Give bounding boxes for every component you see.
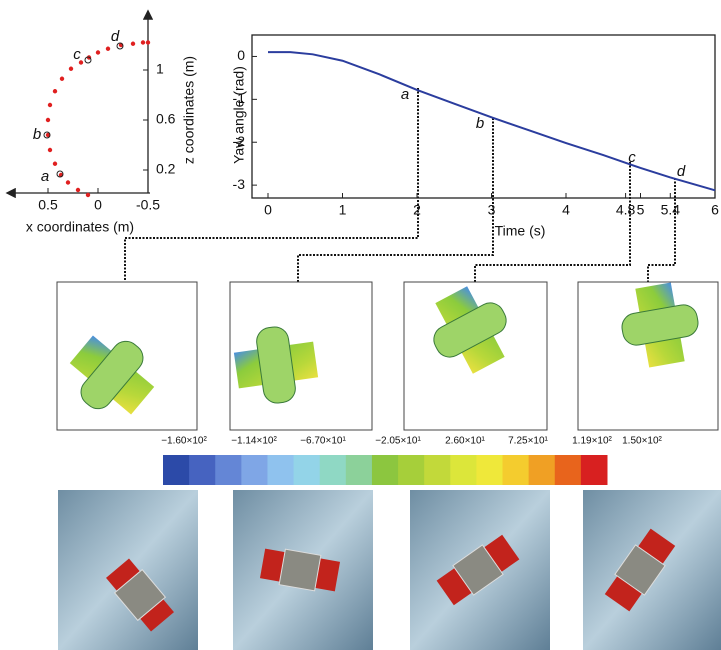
point: [48, 148, 52, 152]
x-tick-label: 0: [94, 197, 102, 213]
x-tick-label: 1: [339, 202, 347, 218]
annotation: d: [111, 28, 120, 45]
colorbar-swatch: [267, 455, 294, 485]
colorbar-label: −1.60×10²: [161, 436, 207, 447]
colorbar-swatch: [424, 455, 451, 485]
x-tick-label: 4: [562, 202, 570, 218]
x-tick-label: 5.4: [661, 202, 681, 218]
point: [76, 188, 80, 192]
connectors: [125, 88, 675, 282]
x-axis-label: Time (s): [495, 223, 546, 239]
annotation: b: [33, 126, 41, 143]
colorbar-swatch: [163, 455, 190, 485]
y-axis-label: Yaw angle (rad): [231, 66, 247, 164]
point: [146, 40, 150, 44]
y-tick-label: 0: [237, 47, 245, 63]
annotation: a: [41, 168, 49, 185]
colorbar-label: 2.60×10¹: [445, 436, 485, 447]
connector: [298, 118, 493, 282]
colorbar-swatch: [450, 455, 477, 485]
line: [268, 52, 715, 190]
y-tick-label: 0.6: [156, 111, 176, 127]
point: [60, 77, 64, 81]
x-tick-label: 3: [488, 202, 496, 218]
colorbar-swatch: [294, 455, 321, 485]
colorbar-swatch: [503, 455, 530, 485]
annotation: c: [73, 46, 81, 63]
point: [96, 50, 100, 54]
colorbar-label: 1.50×10²: [622, 436, 662, 447]
colorbar-swatch: [555, 455, 582, 485]
point: [106, 47, 110, 51]
annotation: c: [628, 149, 636, 166]
point: [131, 42, 135, 46]
colorbar-label: 1.19×10²: [572, 436, 612, 447]
annotation: d: [677, 163, 686, 180]
colorbar-swatch: [372, 455, 399, 485]
figure: 0.5 0 -0.5 0.2 0.6 1 x coordinates (m) z coordi…: [0, 0, 721, 650]
point: [48, 103, 52, 107]
colorbar-swatch: [476, 455, 503, 485]
point: [69, 67, 73, 71]
colorbar-swatch: [398, 455, 425, 485]
x-axis-label: x coordinates (m): [26, 219, 134, 235]
x-tick-label: 4.8: [616, 202, 636, 218]
colorbar-swatch: [320, 455, 347, 485]
point: [86, 193, 90, 197]
annotation: b: [476, 115, 484, 132]
point: [53, 162, 57, 166]
y-tick-label: -3: [233, 176, 246, 192]
point: [53, 89, 57, 93]
colorbar-swatch: [346, 455, 373, 485]
x-tick-label: 0: [264, 202, 272, 218]
x-tick-label: -0.5: [136, 197, 160, 213]
colorbar-label: −1.14×10²: [231, 436, 277, 447]
y-tick-label: 0.2: [156, 161, 176, 177]
simulation-panels: [57, 277, 718, 430]
colorbar-label: −2.05×10¹: [375, 436, 421, 447]
x-tick-label: 2: [413, 202, 421, 218]
point: [141, 40, 145, 44]
y-axis-label: z coordinates (m): [181, 56, 197, 164]
x-tick-label: 5: [637, 202, 645, 218]
connector: [648, 178, 675, 282]
colorbar-label: 7.25×10¹: [508, 436, 548, 447]
point: [66, 180, 70, 184]
colorbar-swatch: [241, 455, 268, 485]
x-tick-label: 6: [711, 202, 719, 218]
point: [46, 118, 50, 122]
colorbar-swatch: [529, 455, 556, 485]
colorbar-label: −6.70×10¹: [300, 436, 346, 447]
colorbar-swatch: [215, 455, 242, 485]
y-tick-label: 1: [156, 61, 164, 77]
x-tick-label: 0.5: [38, 197, 58, 213]
colorbar-swatch: [189, 455, 216, 485]
annotation: a: [401, 86, 409, 103]
photos: [58, 490, 721, 650]
colorbar-swatch: [581, 455, 608, 485]
